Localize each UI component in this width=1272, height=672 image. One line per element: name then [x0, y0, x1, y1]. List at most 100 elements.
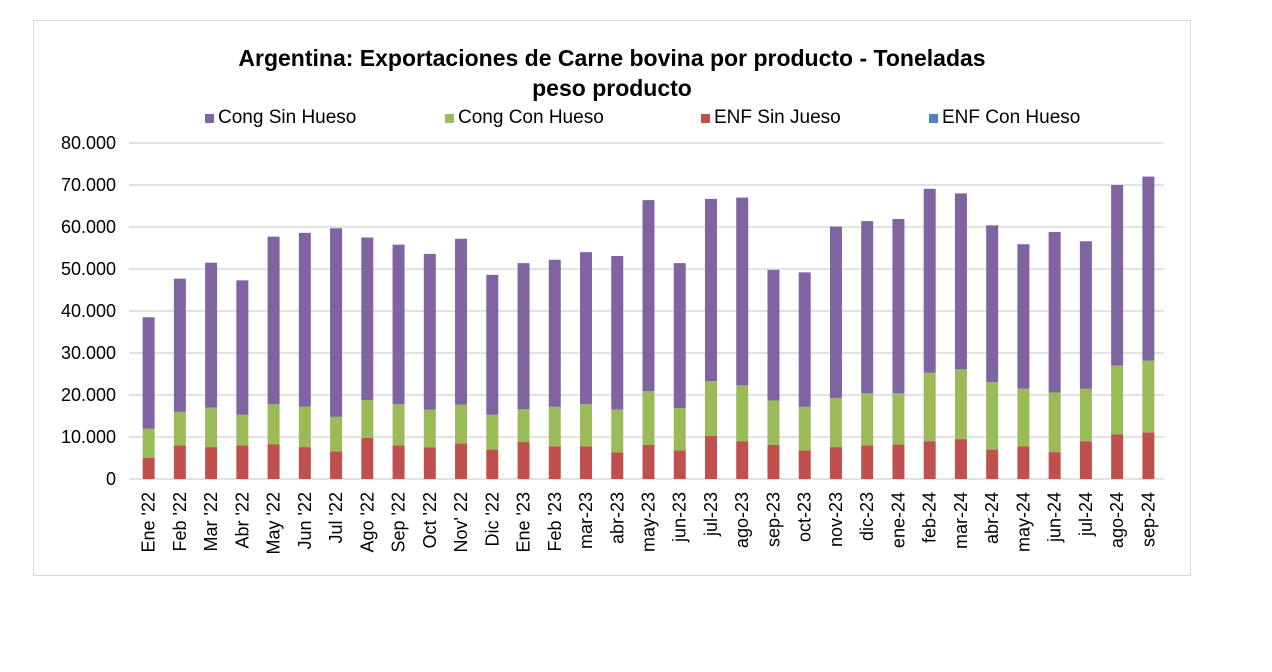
x-tick-label: abr-23 [607, 492, 627, 544]
bar-segment-cong-con-hueso [1079, 388, 1092, 442]
bar-segment-cong-sin-hueso [298, 232, 311, 407]
bar-segment-enf-sin-jueso [954, 439, 967, 479]
chart-title-line-2: peso producto [532, 75, 692, 101]
bar-segment-enf-sin-jueso [205, 447, 218, 479]
bar-segment-cong-con-hueso [267, 404, 280, 445]
bar-segment-cong-con-hueso [142, 428, 155, 458]
bar-segment-cong-con-hueso [704, 381, 717, 436]
x-tick-label: sep-23 [763, 492, 783, 547]
x-tick-label: Ene '22 [139, 492, 159, 553]
legend-label: Cong Sin Hueso [218, 107, 357, 128]
bar-segment-cong-sin-hueso [361, 237, 374, 401]
bar-segment-cong-sin-hueso [892, 219, 905, 394]
x-tick-label: mar-24 [951, 492, 971, 549]
bar-segment-enf-sin-jueso [1142, 432, 1155, 479]
bar-segment-cong-sin-hueso [267, 236, 280, 405]
bar-segment-cong-sin-hueso [455, 238, 468, 405]
legend-label: ENF Con Hueso [942, 107, 1081, 128]
bar-segment-cong-con-hueso [517, 409, 530, 443]
x-tick-label: jul-23 [701, 492, 721, 537]
bar-segment-cong-con-hueso [455, 404, 468, 444]
bar-segment-enf-sin-jueso [548, 446, 561, 479]
x-tick-label: Abr '22 [232, 492, 252, 548]
x-tick-label: Dic '22 [482, 492, 502, 546]
x-tick-label: Nov' 22 [451, 492, 471, 552]
bar-segment-enf-sin-jueso [892, 444, 905, 479]
x-tick-label: Sep '22 [389, 492, 409, 553]
x-tick-label: Oct '22 [420, 492, 440, 548]
bar-segment-enf-sin-jueso [798, 450, 811, 479]
bar-segment-cong-sin-hueso [704, 198, 717, 382]
y-tick-label: 80.000 [61, 133, 116, 153]
bar-segment-cong-sin-hueso [517, 263, 530, 410]
bar-segment-enf-sin-jueso [829, 447, 842, 479]
bar-segment-cong-sin-hueso [1017, 244, 1030, 389]
bar-segment-cong-con-hueso [173, 411, 186, 446]
bar-segment-enf-sin-jueso [330, 451, 343, 479]
x-tick-label: Ago '22 [357, 492, 377, 553]
x-tick-label: Feb '22 [170, 492, 190, 551]
x-tick-label: sep-24 [1138, 492, 1158, 547]
legend-swatch [929, 113, 938, 123]
bar-segment-enf-sin-jueso [673, 450, 686, 479]
bar-segment-cong-sin-hueso [767, 269, 780, 401]
bar-segment-cong-sin-hueso [736, 197, 749, 386]
x-tick-label: may-24 [1013, 492, 1033, 552]
bar-segment-enf-sin-jueso [142, 458, 155, 479]
y-tick-label: 40.000 [61, 301, 116, 321]
bar-segment-cong-con-hueso [736, 385, 749, 442]
bar-segment-enf-sin-jueso [861, 445, 874, 479]
x-tick-label: Ene '23 [514, 492, 534, 553]
bar-segment-enf-sin-jueso [1079, 441, 1092, 479]
bar-segment-cong-sin-hueso [392, 244, 405, 405]
bar-segment-cong-sin-hueso [580, 252, 593, 405]
bar-segment-enf-sin-jueso [517, 442, 530, 479]
bar-segment-cong-con-hueso [673, 408, 686, 451]
bar-segment-cong-con-hueso [986, 381, 999, 450]
x-tick-label: nov-23 [826, 492, 846, 547]
x-tick-label: Mar '22 [201, 492, 221, 551]
bar-segment-enf-sin-jueso [986, 449, 999, 479]
x-tick-label: oct-23 [795, 492, 815, 542]
bar-segment-cong-con-hueso [298, 406, 311, 448]
bar-segment-cong-con-hueso [361, 400, 374, 438]
bar-segment-cong-con-hueso [423, 409, 436, 448]
bar-segment-cong-con-hueso [1048, 392, 1061, 453]
x-tick-label: jun-24 [1045, 492, 1065, 543]
legend-swatch [445, 113, 454, 123]
x-tick-label: ene-24 [888, 492, 908, 548]
x-tick-label: Jun '22 [295, 492, 315, 549]
bar-segment-cong-sin-hueso [642, 200, 655, 392]
x-tick-label: jul-24 [1076, 492, 1096, 537]
bar-segment-cong-sin-hueso [548, 259, 561, 407]
legend-item-cong-sin-hueso: Cong Sin Hueso [205, 107, 356, 129]
bar-segment-enf-sin-jueso [767, 444, 780, 479]
bar-segment-cong-sin-hueso [486, 274, 499, 415]
bar-segment-cong-sin-hueso [673, 263, 686, 409]
y-tick-label: 20.000 [61, 385, 116, 405]
y-tick-label: 30.000 [61, 343, 116, 363]
bar-segment-enf-sin-jueso [361, 437, 374, 479]
bar-segment-enf-sin-jueso [580, 446, 593, 479]
bar-segment-enf-sin-jueso [1048, 452, 1061, 479]
bar-segment-enf-sin-jueso [173, 445, 186, 479]
bar-segment-cong-con-hueso [486, 414, 499, 450]
bar-segment-cong-con-hueso [1142, 360, 1155, 433]
legend-item-enf-sin-jueso: ENF Sin Jueso [701, 107, 841, 129]
x-tick-label: Jul '22 [326, 492, 346, 543]
y-tick-label: 10.000 [61, 427, 116, 447]
x-tick-label: feb-24 [920, 492, 940, 543]
bar-segment-enf-sin-jueso [423, 447, 436, 479]
y-tick-label: 60.000 [61, 217, 116, 237]
bar-segment-cong-sin-hueso [611, 255, 624, 410]
bar-segment-cong-con-hueso [548, 406, 561, 447]
x-tick-label: ago-23 [732, 492, 752, 548]
bar-segment-cong-sin-hueso [1079, 241, 1092, 389]
bar-segment-cong-sin-hueso [236, 280, 249, 415]
bar-segment-enf-sin-jueso [486, 449, 499, 479]
bar-segment-enf-sin-jueso [736, 441, 749, 479]
bar-segment-enf-sin-jueso [455, 443, 468, 479]
chart-title: Argentina: Exportaciones de Carne bovina… [140, 43, 1084, 103]
x-tick-label: ago-24 [1107, 492, 1127, 548]
bar-segment-enf-sin-jueso [267, 444, 280, 479]
